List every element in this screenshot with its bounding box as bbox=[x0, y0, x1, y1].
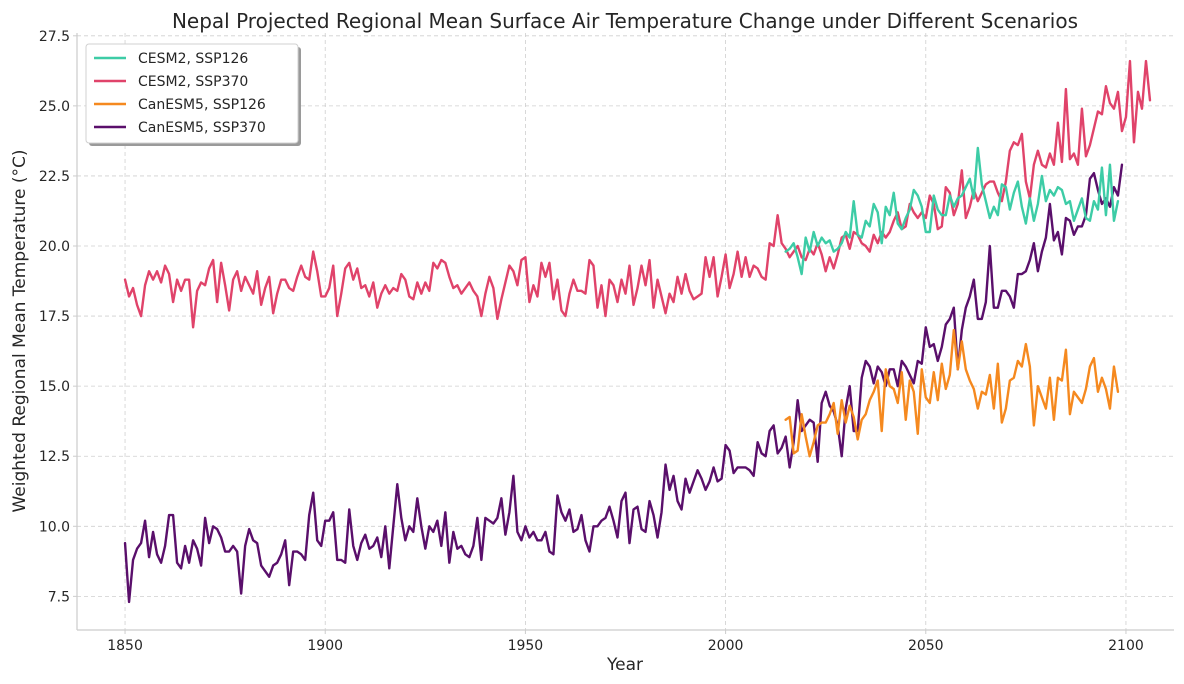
legend-box bbox=[85, 43, 299, 144]
x-tick-labels: 1850 1900 1950 2000 2050 2100 bbox=[107, 630, 1144, 654]
legend-label: CanESM5, SSP370 bbox=[138, 120, 266, 136]
y-tick-label: 27.5 bbox=[39, 29, 70, 45]
legend-label: CanESM5, SSP126 bbox=[138, 97, 266, 113]
y-tick-label: 7.5 bbox=[48, 589, 70, 605]
x-tick-label: 2000 bbox=[708, 638, 744, 654]
y-axis-label: Weighted Regional Mean Temperature (°C) bbox=[10, 149, 30, 512]
series-line-canesm5-ssp126 bbox=[784, 328, 1120, 458]
legend: CESM2, SSP126 CESM2, SSP370 CanESM5, SSP12… bbox=[85, 43, 301, 146]
legend-label: CESM2, SSP370 bbox=[138, 74, 248, 90]
legend-label: CESM2, SSP126 bbox=[138, 51, 248, 67]
series-line-cesm2-ssp370 bbox=[123, 59, 1152, 329]
series-line-cesm2-ssp126 bbox=[784, 146, 1120, 276]
x-tick-label: 1850 bbox=[107, 638, 143, 654]
y-tick-label: 17.5 bbox=[39, 309, 70, 325]
x-axis-label: Year bbox=[606, 655, 643, 675]
y-tick-labels: 7.5 10.0 12.5 15.0 17.5 20.0 22.5 25.0 27.5 bbox=[39, 29, 77, 605]
y-tick-label: 12.5 bbox=[39, 449, 70, 465]
y-tick-label: 15.0 bbox=[39, 379, 70, 395]
x-tick-label: 2100 bbox=[1108, 638, 1144, 654]
x-tick-label: 2050 bbox=[908, 638, 944, 654]
x-tick-label: 1950 bbox=[508, 638, 544, 654]
y-tick-label: 25.0 bbox=[39, 99, 70, 115]
axes bbox=[76, 33, 1174, 631]
y-tick-label: 22.5 bbox=[39, 169, 70, 185]
y-tick-label: 20.0 bbox=[39, 239, 70, 255]
series-lines bbox=[123, 59, 1152, 604]
y-tick-label: 10.0 bbox=[39, 519, 70, 535]
x-tick-label: 1900 bbox=[307, 638, 343, 654]
chart-title: Nepal Projected Regional Mean Surface Ai… bbox=[172, 9, 1078, 33]
